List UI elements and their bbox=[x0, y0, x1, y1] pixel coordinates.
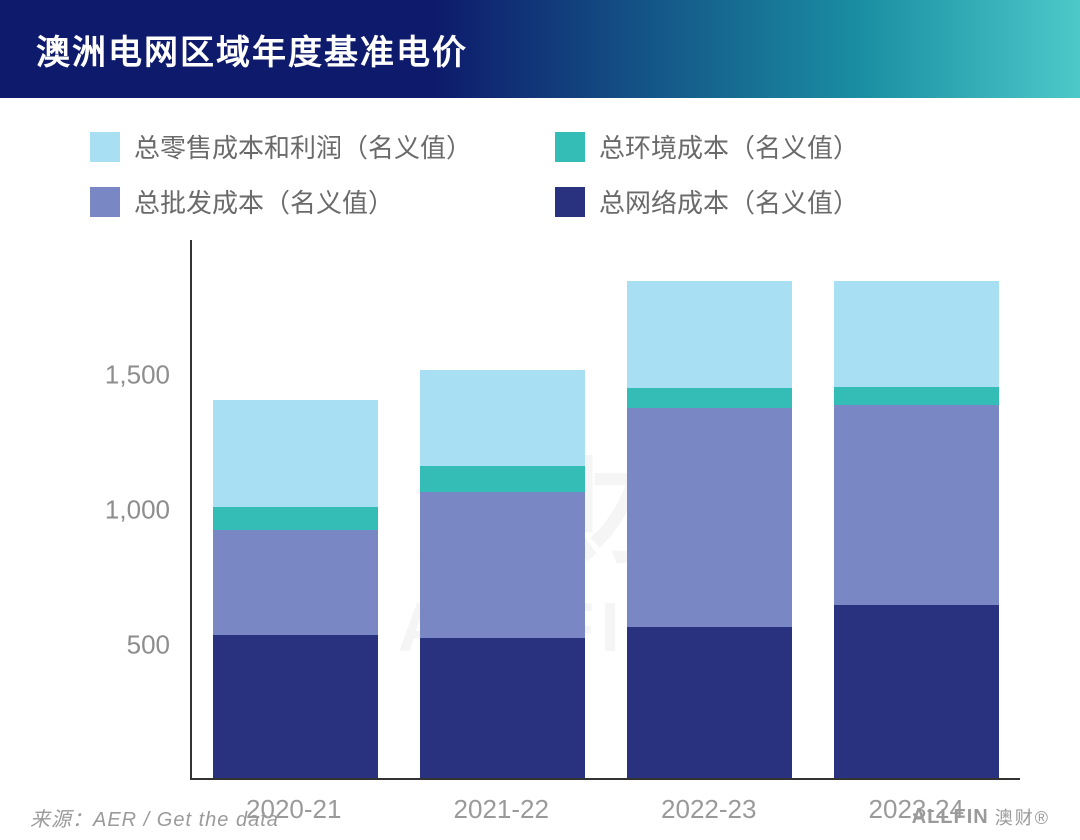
bar-segment-retail bbox=[834, 281, 1000, 386]
y-tick-label: 1,000 bbox=[105, 495, 170, 526]
legend-item: 总环境成本（名义值） bbox=[555, 128, 1020, 165]
chart-container: { "title": "澳洲电网区域年度基准电价", "title_bar_gr… bbox=[0, 0, 1080, 840]
bar-segment-env bbox=[213, 507, 379, 530]
bar-segment-wholesale bbox=[627, 408, 793, 627]
legend-swatch-icon bbox=[90, 132, 120, 162]
title-bar: 澳洲电网区域年度基准电价 bbox=[0, 0, 1080, 98]
plot-region bbox=[190, 240, 1020, 780]
legend-swatch-icon bbox=[555, 187, 585, 217]
legend-label: 总零售成本和利润（名义值） bbox=[134, 128, 472, 165]
y-tick-label: 500 bbox=[127, 630, 170, 661]
brand-logo: ALLFIN 澳财® bbox=[912, 804, 1050, 830]
legend-swatch-icon bbox=[555, 132, 585, 162]
legend-item: 总批发成本（名义值） bbox=[90, 183, 555, 220]
bar-slot bbox=[606, 240, 813, 778]
bar-segment-retail bbox=[627, 281, 793, 388]
bar-segment-wholesale bbox=[213, 530, 379, 635]
bar-segment-wholesale bbox=[834, 405, 1000, 605]
bar-segment-retail bbox=[213, 400, 379, 507]
brand-reg: 澳财® bbox=[995, 804, 1050, 830]
legend-swatch-icon bbox=[90, 187, 120, 217]
stacked-bar bbox=[627, 281, 793, 778]
legend-label: 总环境成本（名义值） bbox=[599, 128, 859, 165]
bars-row bbox=[192, 240, 1020, 778]
bar-segment-network bbox=[420, 638, 586, 778]
bar-segment-network bbox=[834, 605, 1000, 778]
brand-bold: ALLFIN bbox=[912, 806, 989, 829]
chart-area: 澳财 ALLFIN 2020-212021-222022-232023-24 5… bbox=[40, 240, 1040, 840]
bar-segment-env bbox=[834, 387, 1000, 406]
bar-segment-wholesale bbox=[420, 492, 586, 638]
legend-item: 总网络成本（名义值） bbox=[555, 183, 1020, 220]
legend-item: 总零售成本和利润（名义值） bbox=[90, 128, 555, 165]
legend-label: 总批发成本（名义值） bbox=[134, 183, 394, 220]
source-text: 来源：AER / Get the data bbox=[30, 803, 279, 832]
legend: 总零售成本和利润（名义值） 总环境成本（名义值） 总批发成本（名义值） 总网络成… bbox=[0, 98, 1080, 230]
bar-segment-env bbox=[627, 388, 793, 408]
legend-label: 总网络成本（名义值） bbox=[599, 183, 859, 220]
bar-slot bbox=[192, 240, 399, 778]
footer: 来源：AER / Get the data ALLFIN 澳财® bbox=[0, 794, 1080, 840]
bar-segment-network bbox=[627, 627, 793, 778]
y-tick-label: 1,500 bbox=[105, 360, 170, 391]
stacked-bar bbox=[834, 281, 1000, 778]
bar-segment-network bbox=[213, 635, 379, 778]
chart-title: 澳洲电网区域年度基准电价 bbox=[36, 25, 468, 74]
bar-segment-env bbox=[420, 466, 586, 492]
stacked-bar bbox=[420, 370, 586, 778]
stacked-bar bbox=[213, 400, 379, 778]
bar-segment-retail bbox=[420, 370, 586, 466]
bar-slot bbox=[813, 240, 1020, 778]
bar-slot bbox=[399, 240, 606, 778]
